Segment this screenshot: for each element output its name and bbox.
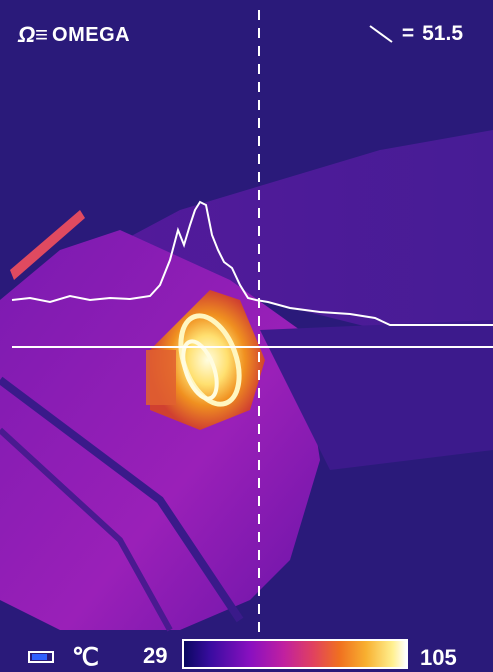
range-min-value: 29 [143,643,168,668]
omega-symbol: Ω≡ [18,22,49,47]
range-max-value: 105 [420,645,457,670]
brand-name: OMEGA [52,23,131,46]
warm-block [146,350,176,405]
line-value: 51.5 [422,22,463,45]
line-value-readout: = 51.5 [368,22,463,46]
edge-line-2 [0,427,173,632]
hot-ring-inner [181,339,219,401]
omega-logo-icon: Ω≡ OMEGA [18,22,130,48]
battery-fill [32,654,47,660]
diagonal-line-icon [368,24,394,44]
temperature-unit: ℃ [72,644,99,671]
line-value-prefix: = [401,22,415,45]
battery-icon [28,651,54,663]
edge-line-1 [0,376,244,623]
left-warm-strip [10,210,85,280]
color-palette-bar [182,639,408,669]
temperature-profile-line [11,200,493,326]
right-plate-region [260,320,493,470]
